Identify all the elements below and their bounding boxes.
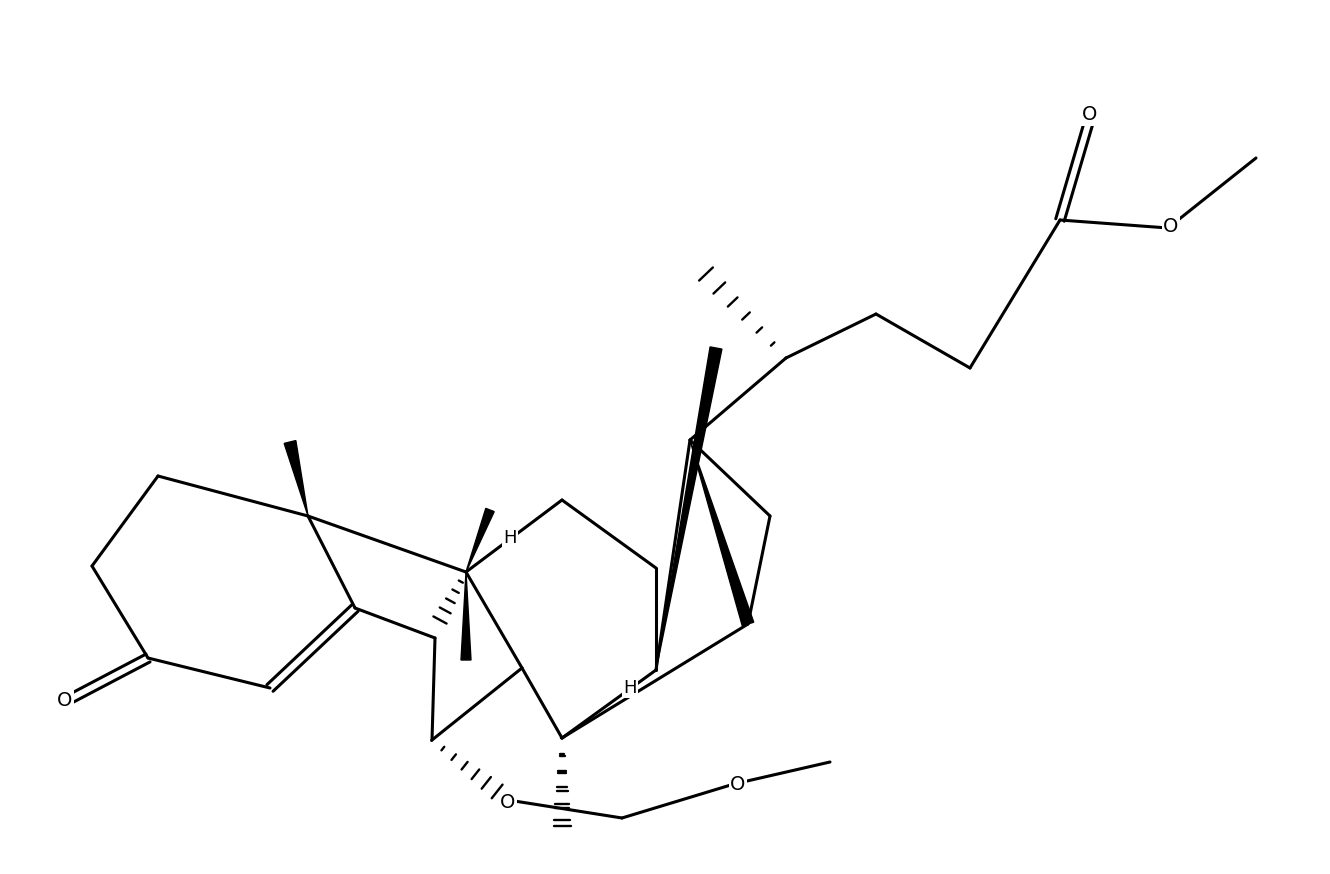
Polygon shape [465,509,495,572]
Text: H: H [624,679,637,697]
Text: H: H [503,529,517,547]
Text: O: O [1164,217,1178,235]
Text: O: O [57,690,73,710]
Polygon shape [462,572,471,660]
Polygon shape [656,347,722,670]
Polygon shape [690,440,754,626]
Text: O: O [500,793,516,811]
Polygon shape [285,440,309,516]
Text: O: O [1083,106,1097,124]
Text: O: O [730,774,746,794]
